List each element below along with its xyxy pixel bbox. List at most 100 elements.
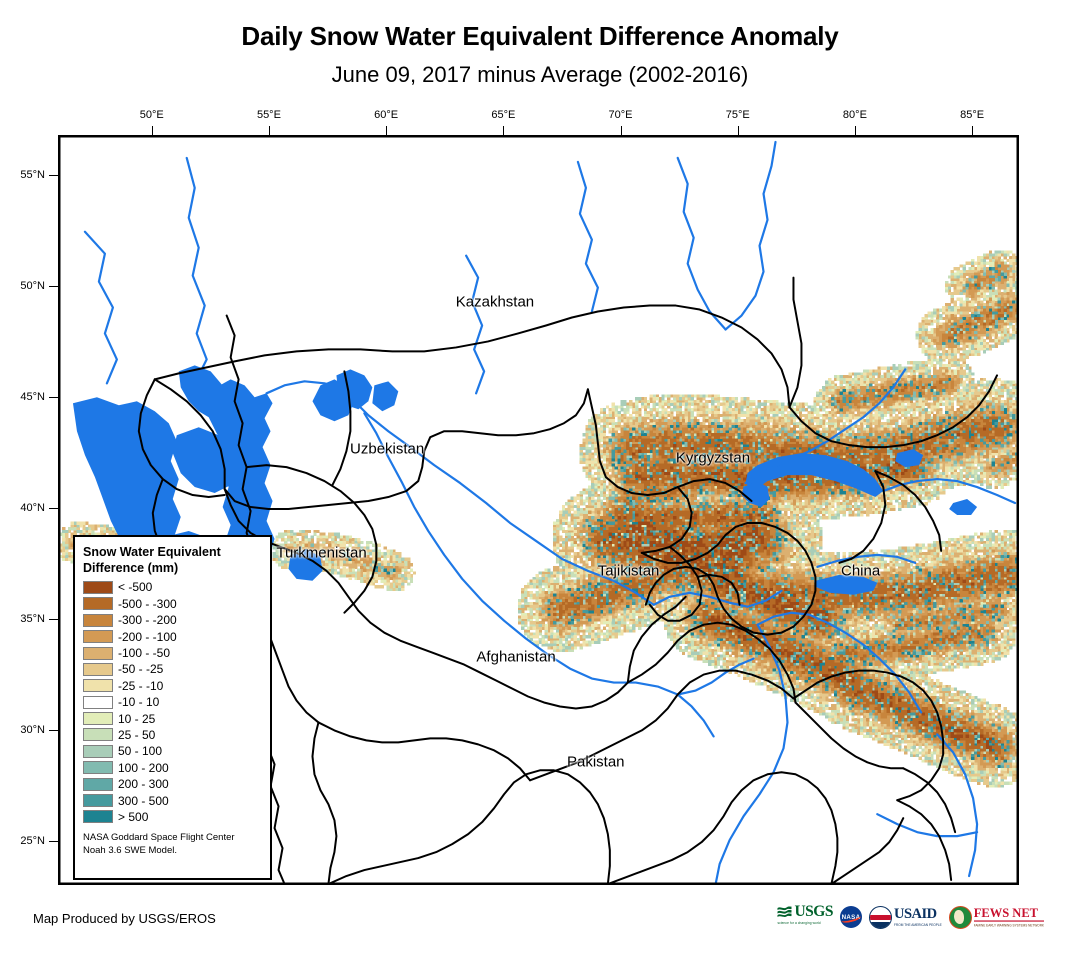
map-border (59, 136, 1018, 884)
lon-tick (737, 126, 739, 135)
lon-tick (151, 126, 153, 135)
lon-tick (854, 126, 856, 135)
usgs-wave-icon (777, 906, 792, 918)
lat-tick-label: 30°N (20, 723, 45, 736)
legend-label: -500 - -300 (118, 596, 177, 611)
usaid-wordmark: USAID (893, 906, 937, 923)
legend-swatch (83, 597, 113, 611)
swe-cells (59, 250, 1018, 788)
legend-swatch (83, 613, 113, 627)
usgs-logo[interactable]: USGS science for a changing world (777, 904, 833, 930)
legend-label: -25 - -10 (118, 678, 164, 693)
legend-row[interactable]: -300 - -200 (83, 612, 262, 628)
lon-tick-label: 65°E (491, 109, 516, 121)
lon-tick (972, 126, 974, 135)
map-credit: Map Produced by USGS/EROS (33, 911, 216, 926)
legend-row[interactable]: 300 - 500 (83, 792, 262, 808)
legend-label: 200 - 300 (118, 777, 169, 792)
lat-tick-label: 55°N (20, 168, 45, 181)
legend-label: 100 - 200 (118, 760, 169, 775)
legend-items: < -500 -500 - -300 -300 - -200 -200 - -100 -… (83, 579, 262, 825)
legend-swatch (83, 794, 113, 808)
lon-tick (268, 126, 270, 135)
lat-tick-label: 25°N (20, 834, 45, 847)
lat-tick (49, 174, 58, 176)
lat-tick (49, 396, 58, 398)
legend-swatch (83, 761, 113, 775)
lon-tick (386, 126, 388, 135)
logo-bar: USGS science for a changing world NASA U… (777, 903, 1044, 931)
swe-anomaly-raster (59, 250, 1018, 788)
legend-row[interactable]: > 500 (83, 809, 262, 825)
legend-label: 300 - 500 (118, 793, 169, 808)
fews-net-logo[interactable]: FEWS NET FAMINE EARLY WARNING SYSTEMS NE… (948, 904, 1044, 930)
legend-row[interactable]: < -500 (83, 579, 262, 595)
legend-swatch (83, 646, 113, 660)
legend-label: -10 - 10 (118, 695, 160, 710)
map-legend[interactable]: Snow Water Equivalent Difference (mm) < … (73, 535, 272, 880)
rivers (83, 140, 1017, 884)
nasa-wordmark: NASA (841, 913, 861, 921)
lon-tick (503, 126, 505, 135)
legend-row[interactable]: -50 - -25 (83, 661, 262, 677)
usaid-tagline: FROM THE AMERICAN PEOPLE (893, 922, 942, 928)
lat-tick (49, 618, 58, 620)
lon-tick-label: 50°E (139, 109, 164, 121)
lat-tick (49, 729, 58, 731)
lon-tick (620, 126, 622, 135)
lon-tick-label: 75°E (725, 109, 750, 121)
legend-row[interactable]: 50 - 100 (83, 743, 262, 759)
legend-label: 50 - 100 (118, 744, 163, 759)
legend-label: > 500 (118, 809, 149, 824)
usgs-wordmark: USGS (794, 903, 833, 920)
legend-label: -50 - -25 (118, 662, 164, 677)
legend-label: -200 - -100 (118, 629, 177, 644)
legend-row[interactable]: 100 - 200 (83, 760, 262, 776)
legend-row[interactable]: -100 - -50 (83, 645, 262, 661)
lat-tick-label: 40°N (20, 501, 45, 514)
lat-tick (49, 840, 58, 842)
map-canvas[interactable] (59, 136, 1018, 884)
legend-row[interactable]: -200 - -100 (83, 628, 262, 644)
map-frame[interactable]: Kazakhstan Uzbekistan Turkmenistan Kyrgyzst… (58, 135, 1019, 885)
legend-swatch (83, 777, 113, 791)
legend-swatch (83, 728, 113, 742)
lon-tick-label: 55°E (256, 109, 281, 121)
legend-label: 10 - 25 (118, 711, 156, 726)
legend-swatch (83, 662, 113, 676)
lat-tick (49, 507, 58, 509)
usaid-logo[interactable]: USAID FROM THE AMERICAN PEOPLE (868, 904, 942, 930)
legend-row[interactable]: 10 - 25 (83, 710, 262, 726)
legend-row[interactable]: 25 - 50 (83, 727, 262, 743)
legend-label: < -500 (118, 580, 153, 595)
fews-wordmark: FEWS NET (973, 906, 1039, 921)
legend-swatch (83, 630, 113, 644)
nasa-logo[interactable]: NASA (839, 904, 862, 930)
legend-label: 25 - 50 (118, 727, 156, 742)
legend-swatch (83, 810, 113, 824)
usaid-seal-icon (868, 905, 892, 929)
lat-tick-label: 45°N (20, 390, 45, 403)
page-subtitle: June 09, 2017 minus Average (2002-2016) (331, 61, 749, 87)
nasa-meatball-icon: NASA (839, 906, 862, 928)
legend-row[interactable]: -10 - 10 (83, 694, 262, 710)
legend-row[interactable]: 200 - 300 (83, 776, 262, 792)
lat-tick-label: 35°N (20, 612, 45, 625)
legend-title: Snow Water Equivalent Difference (mm) (83, 545, 221, 575)
legend-row[interactable]: -25 - -10 (83, 678, 262, 694)
lon-tick-label: 80°E (842, 109, 867, 121)
legend-row[interactable]: -500 - -300 (83, 596, 262, 612)
legend-swatch (83, 580, 113, 594)
usgs-tagline: science for a changing world (777, 920, 821, 925)
lat-tick (49, 285, 58, 287)
title-block: Daily Snow Water Equivalent Difference A… (0, 22, 1080, 87)
lon-tick-label: 70°E (608, 109, 633, 121)
lon-tick-label: 85°E (960, 109, 985, 121)
legend-swatch (83, 744, 113, 758)
fews-globe-icon (948, 905, 972, 929)
legend-swatch (83, 679, 113, 693)
lat-tick-label: 50°N (20, 279, 45, 292)
legend-swatch (83, 712, 113, 726)
legend-label: -100 - -50 (118, 646, 171, 660)
fews-tagline: FAMINE EARLY WARNING SYSTEMS NETWORK (973, 920, 1044, 928)
